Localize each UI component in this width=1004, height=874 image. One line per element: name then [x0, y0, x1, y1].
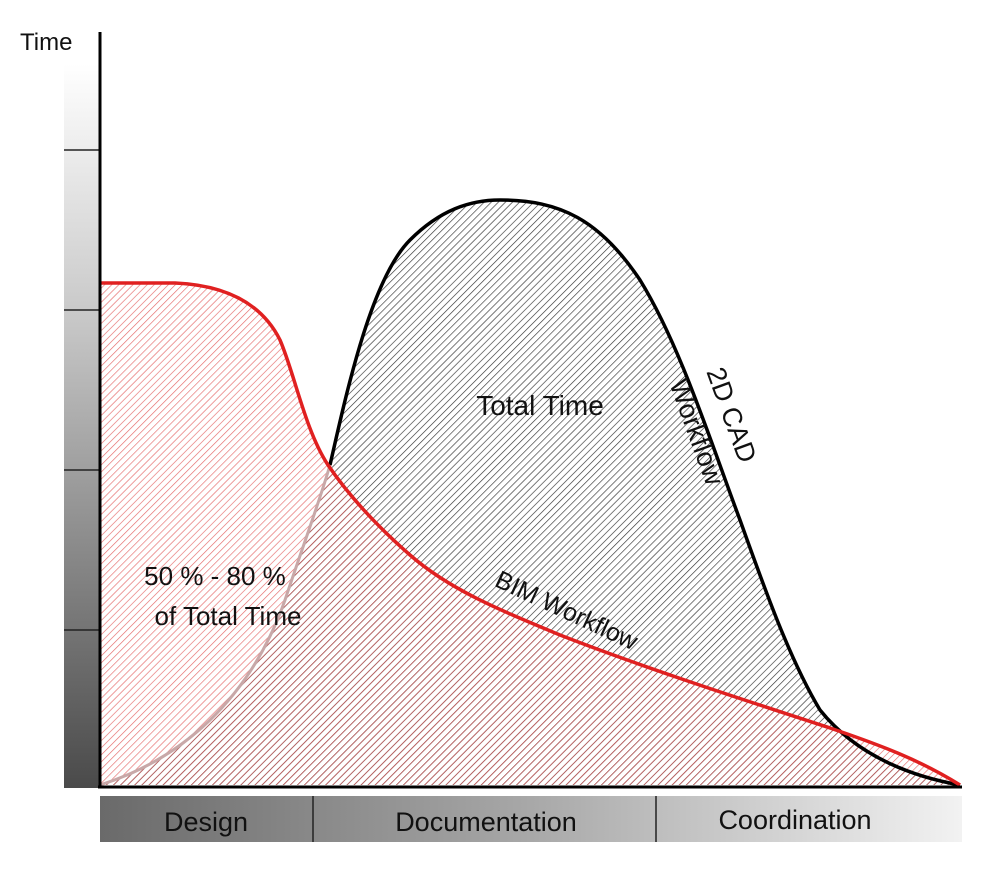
- phase-label-documentation: Documentation: [395, 807, 577, 837]
- phase-bar: [100, 796, 962, 842]
- y-axis-gradient-bar: [64, 64, 100, 788]
- cad-rising-line: [99, 464, 332, 787]
- bim-workflow-area: [100, 283, 960, 785]
- y-axis-ticks: [64, 149, 100, 631]
- share-label-line1: 50 % - 80 %: [144, 561, 286, 591]
- bim-workflow-line: [100, 281, 961, 787]
- total-time-label: Total Time: [476, 390, 604, 421]
- share-label-line2: of Total Time: [155, 601, 302, 631]
- phase-label-coordination: Coordination: [718, 805, 871, 835]
- phase-label-design: Design: [164, 807, 248, 837]
- cad-workflow-line: [328, 198, 961, 787]
- y-axis-label: Time: [20, 29, 72, 56]
